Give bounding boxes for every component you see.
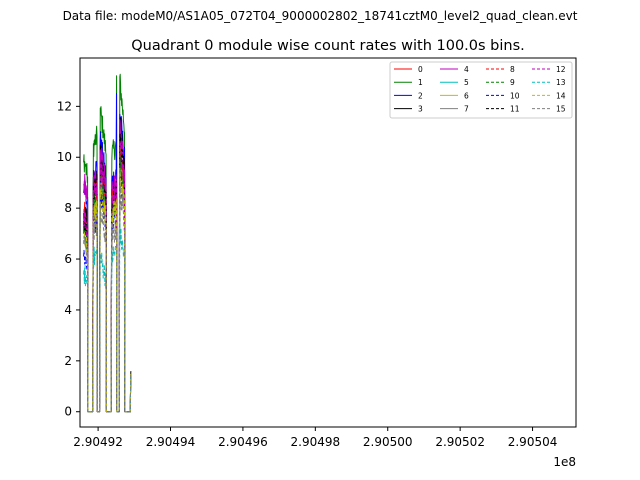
x-tick-label: 2.90500 (363, 435, 413, 449)
legend-label-15: 15 (556, 105, 566, 114)
legend-label-6: 6 (464, 91, 469, 100)
y-tick-label: 0 (64, 405, 72, 419)
y-axis: 0 2 4 6 8 10 12 (57, 99, 80, 419)
legend-label-13: 13 (556, 78, 566, 87)
plot-lines (83, 73, 132, 413)
y-tick-label: 6 (64, 252, 72, 266)
series-line-12 (83, 140, 132, 413)
x-tick-label: 2.90492 (73, 435, 123, 449)
legend-label-10: 10 (510, 91, 520, 100)
legend-label-5: 5 (464, 78, 469, 87)
x-axis: 2.90492 2.90494 2.90496 2.90498 2.90500 2.905… (73, 427, 557, 449)
series-line-1 (83, 73, 132, 413)
series-line-15 (83, 179, 132, 413)
y-tick-label: 2 (64, 354, 72, 368)
x-offset-label: 1e8 (553, 455, 576, 469)
chart-suptitle: Data file: modeM0/AS1A05_072T04_90000028… (63, 9, 578, 23)
legend-label-9: 9 (510, 78, 515, 87)
chart-title: Quadrant 0 module wise count rates with … (131, 38, 525, 54)
y-tick-label: 10 (57, 150, 72, 164)
y-tick-label: 4 (64, 303, 72, 317)
x-tick-label: 2.90502 (435, 435, 485, 449)
legend-label-14: 14 (556, 91, 566, 100)
y-tick-label: 8 (64, 201, 72, 215)
legend-label-12: 12 (556, 65, 566, 74)
x-tick-label: 2.90496 (218, 435, 268, 449)
series-line-6 (83, 169, 132, 413)
y-tick-label: 12 (57, 99, 72, 113)
legend-label-11: 11 (510, 105, 520, 114)
x-tick-label: 2.90494 (146, 435, 196, 449)
legend-label-1: 1 (418, 78, 423, 87)
legend-label-4: 4 (464, 65, 469, 74)
legend-label-3: 3 (418, 105, 423, 114)
x-tick-label: 2.90504 (508, 435, 558, 449)
plot-frame (79, 57, 577, 428)
series-line-13 (83, 222, 132, 413)
legend-label-7: 7 (464, 105, 469, 114)
legend-box (389, 61, 573, 119)
legend-label-8: 8 (510, 65, 515, 74)
legend-label-0: 0 (418, 65, 423, 74)
x-tick-label: 2.90498 (291, 435, 341, 449)
legend-label-2: 2 (418, 91, 423, 100)
